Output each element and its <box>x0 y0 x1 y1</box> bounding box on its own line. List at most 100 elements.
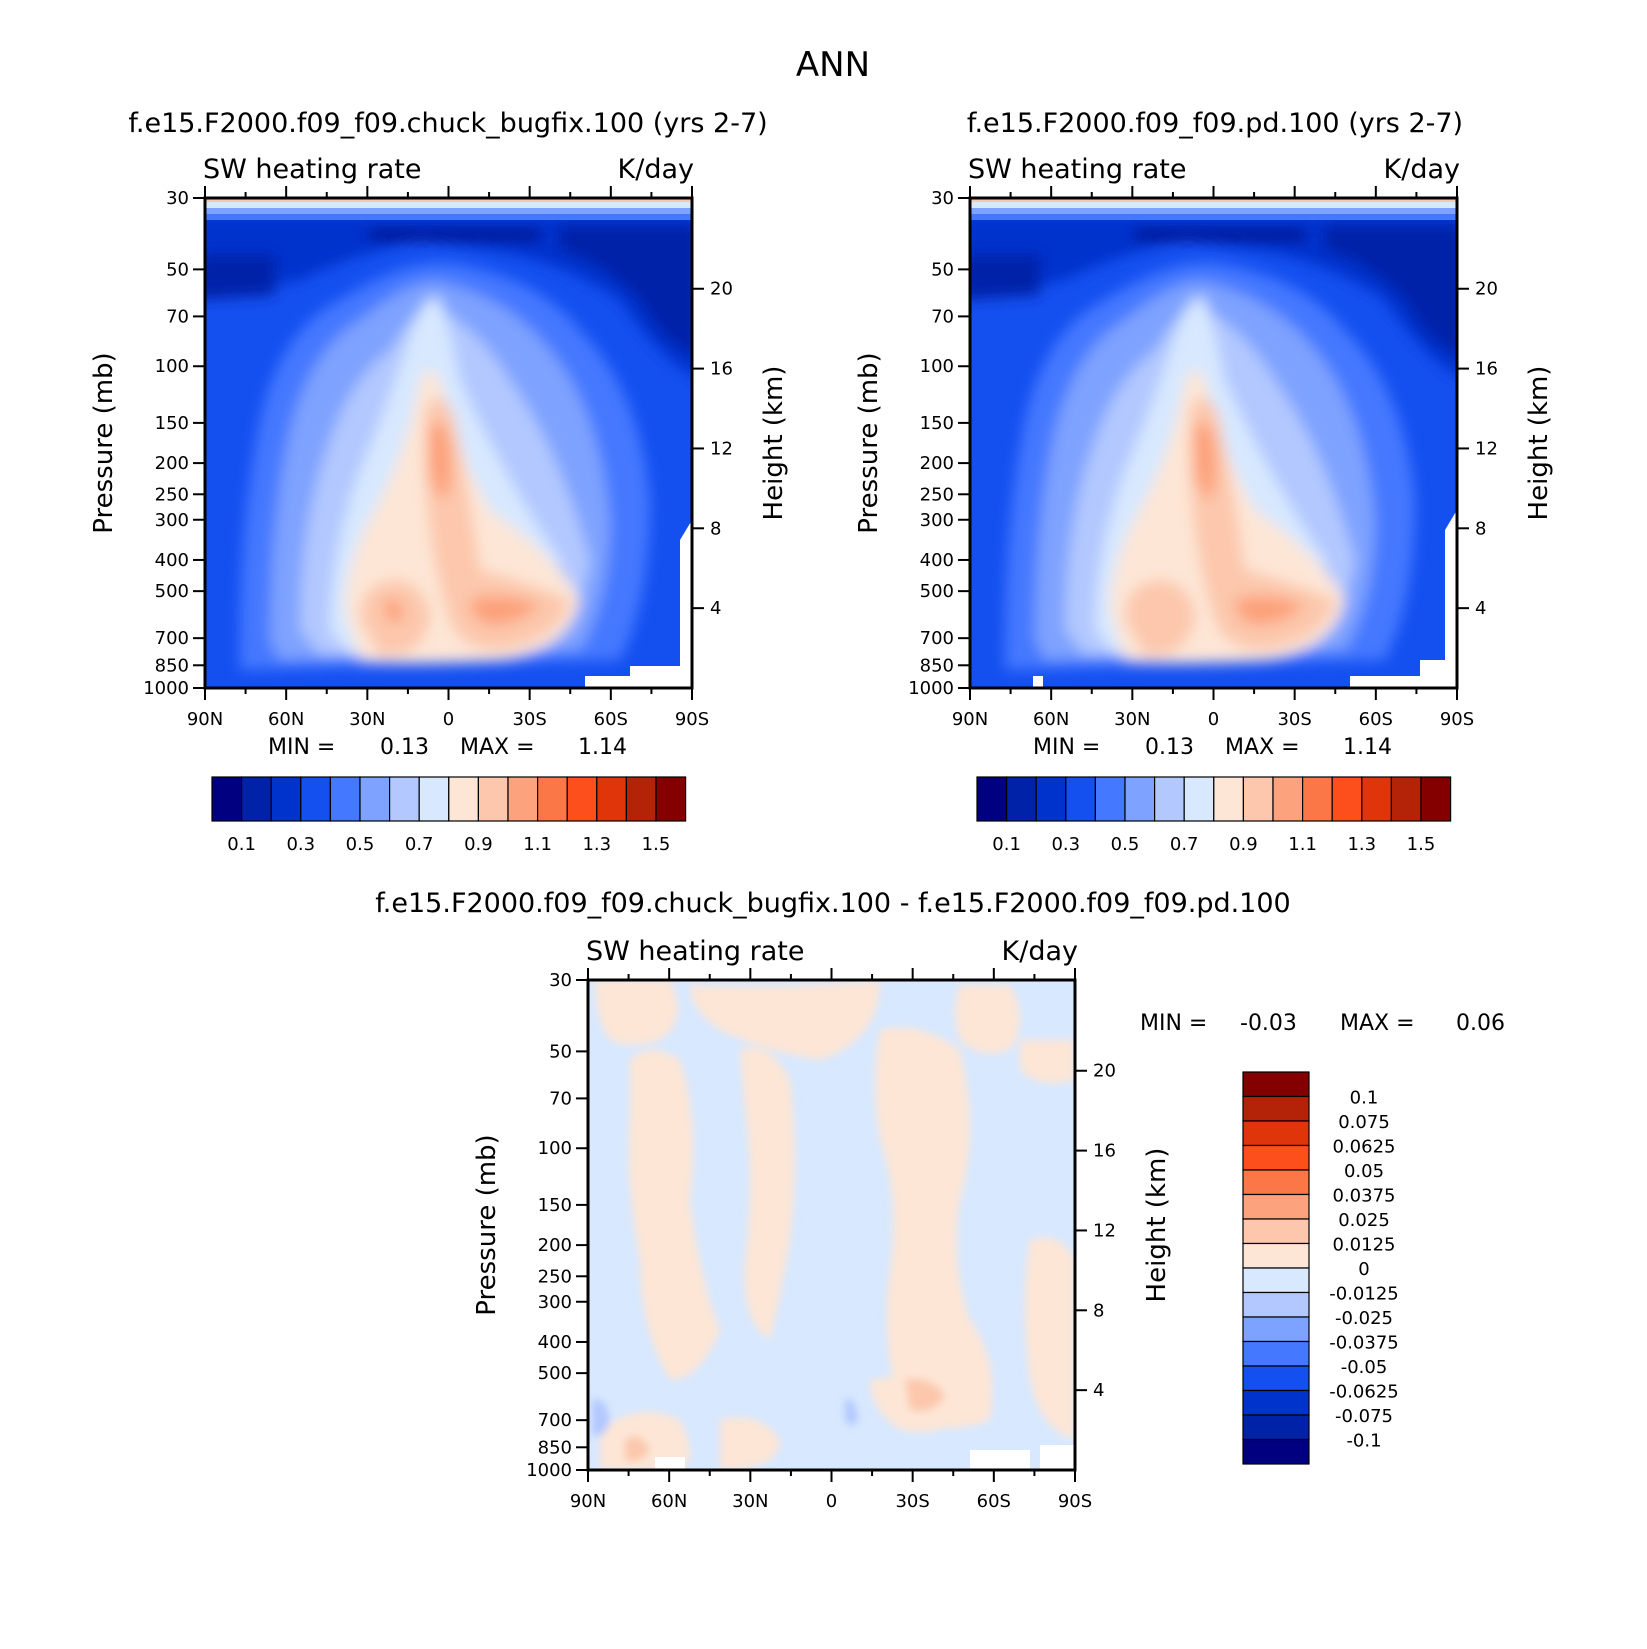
panel-test: f.e15.F2000.f09_f09.chuck_bugfix.100 (yr… <box>89 108 789 855</box>
field-blurred <box>205 215 692 670</box>
contour-10a <box>1125 580 1195 656</box>
y2-tick-label: 12 <box>1475 438 1498 459</box>
y-tick-label: 700 <box>920 628 954 649</box>
positive-right-low <box>1025 1237 1075 1440</box>
contour-11b <box>470 596 540 625</box>
positive-top-mid <box>690 980 880 1060</box>
y-tick-label: 400 <box>920 550 954 571</box>
colorbar-swatch <box>596 776 627 822</box>
colorbar-label: 0.3 <box>1051 834 1080 855</box>
colorbar-swatch <box>1035 776 1067 822</box>
x-tick-label: 30N <box>732 1491 768 1512</box>
colorbar-swatch <box>1242 1438 1310 1465</box>
positive-right-edge <box>1020 1040 1075 1084</box>
top-band-4 <box>205 214 692 220</box>
colorbar-label: -0.05 <box>1341 1357 1388 1378</box>
top-band-1 <box>205 198 692 202</box>
tropopause-dark-eq <box>370 230 540 240</box>
x-tick-label: 90S <box>1440 709 1474 730</box>
y2-tick-label: 4 <box>1475 598 1486 619</box>
colorbar-swatch <box>1005 776 1037 822</box>
y2-axis-label: Height (km) <box>1142 1148 1172 1303</box>
colorbar-swatch <box>477 776 509 822</box>
colorbar-label: 1.3 <box>582 834 611 855</box>
top-band-2 <box>205 202 692 208</box>
colorbar-swatch <box>1242 1242 1310 1269</box>
y-axis-right: 20 16 12 8 4 <box>1457 279 1498 619</box>
colorbar-label: 0.5 <box>346 834 375 855</box>
max-value: 0.06 <box>1456 1011 1505 1036</box>
top-band-4 <box>970 214 1457 220</box>
y-tick-label: 200 <box>920 453 954 474</box>
missing-surface-3 <box>1040 1445 1075 1470</box>
panel-title: f.e15.F2000.f09_f09.chuck_bugfix.100 - f… <box>375 888 1290 919</box>
tropopause-dark-s <box>560 225 692 356</box>
y2-tick-label: 16 <box>1475 359 1498 380</box>
missing-surface-2 <box>1033 676 1043 688</box>
top-band-3 <box>970 208 1457 214</box>
colorbar-swatch <box>1242 1316 1310 1343</box>
panel-title: f.e15.F2000.f09_f09.chuck_bugfix.100 (yr… <box>128 108 767 139</box>
colorbar-label: -0.025 <box>1335 1308 1393 1329</box>
colorbar-label: 1.5 <box>1407 834 1436 855</box>
y-tick-label: 250 <box>920 484 954 505</box>
top-band-2 <box>970 202 1457 208</box>
colorbar-swatch <box>1242 1169 1310 1196</box>
colorbar-swatch <box>1242 1218 1310 1245</box>
y-tick-label: 500 <box>155 581 189 602</box>
colorbar-label: 0.9 <box>464 834 493 855</box>
colorbar: 0.1 0.3 0.5 0.7 0.9 1.1 1.3 1.5 <box>976 776 1452 855</box>
y-axis-label: Pressure (mb) <box>472 1134 502 1315</box>
y-axis-right: 20 16 12 8 4 <box>692 279 733 619</box>
field-blurred <box>592 980 1075 1470</box>
y-tick-label: 50 <box>931 259 954 280</box>
y-tick-label: 300 <box>538 1292 572 1313</box>
min-value: 0.13 <box>1145 735 1194 760</box>
contour-11a <box>428 422 452 500</box>
y-tick-label: 200 <box>155 453 189 474</box>
colorbar-swatch <box>389 776 420 822</box>
y2-tick-label: 12 <box>1093 1220 1116 1241</box>
colorbar-swatch <box>448 776 479 822</box>
x-tick-label: 90S <box>1058 1491 1092 1512</box>
contour-field <box>970 198 1457 688</box>
y-tick-label: 1000 <box>908 678 954 699</box>
colorbar-label: 0.1 <box>227 834 256 855</box>
contour-field <box>205 198 692 688</box>
positive-peak-n <box>625 1436 650 1462</box>
colorbar-swatch <box>300 776 331 822</box>
colorbar: 0.1 0.075 0.0625 0.05 0.0375 0.025 0.0125 0 -0.0… <box>1242 1071 1399 1465</box>
field-blurred <box>970 215 1457 670</box>
variable-label: SW heating rate <box>968 154 1186 185</box>
y2-tick-label: 16 <box>1093 1141 1116 1162</box>
colorbar-swatch <box>1420 776 1452 822</box>
y-axis-label: Pressure (mb) <box>854 352 884 533</box>
y-tick-label: 250 <box>538 1266 572 1287</box>
panel-difference: f.e15.F2000.f09_f09.chuck_bugfix.100 - f… <box>375 888 1505 1512</box>
y-tick-label: 100 <box>538 1138 572 1159</box>
negative-patch-mid <box>845 1399 858 1425</box>
y-tick-label: 700 <box>538 1410 572 1431</box>
colorbar-label: -0.0375 <box>1329 1333 1398 1354</box>
y2-tick-label: 8 <box>1093 1300 1104 1321</box>
colorbar-swatch <box>1242 1340 1310 1367</box>
min-value: 0.13 <box>380 735 429 760</box>
colorbar-swatch <box>507 776 539 822</box>
colorbar-label: 0 <box>1358 1259 1369 1280</box>
missing-surface-2 <box>970 1450 1030 1470</box>
figure-title: ANN <box>796 45 870 85</box>
y-tick-label: 400 <box>538 1332 572 1353</box>
colorbar-label: -0.0625 <box>1329 1382 1398 1403</box>
y2-tick-label: 8 <box>710 518 721 539</box>
colorbar-label: 0.0375 <box>1333 1186 1396 1207</box>
x-tick-label: 60N <box>1033 709 1069 730</box>
x-tick-label: 90N <box>570 1491 606 1512</box>
max-label: MAX = <box>460 735 535 760</box>
contour-10b <box>1190 397 1335 650</box>
x-tick-label: 30N <box>1114 709 1150 730</box>
colorbar-label: 0.9 <box>1229 834 1258 855</box>
y-tick-label: 70 <box>931 306 954 327</box>
positive-surface-mid <box>720 1417 780 1470</box>
y-tick-label: 1000 <box>143 678 189 699</box>
